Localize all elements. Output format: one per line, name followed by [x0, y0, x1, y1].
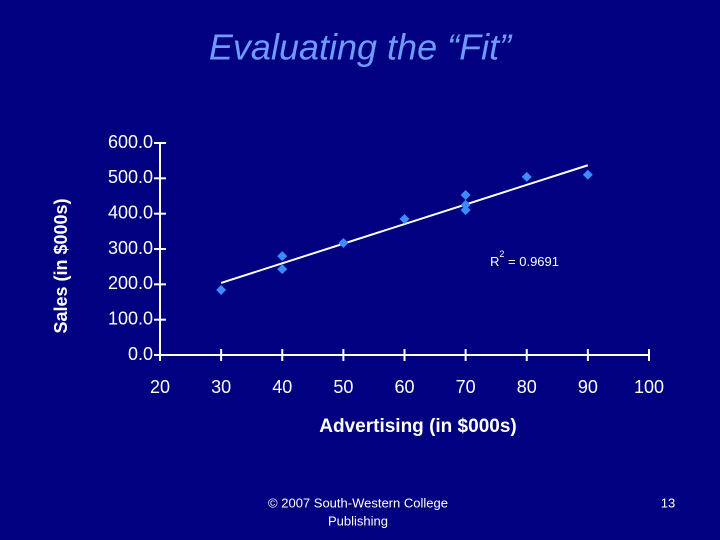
y-tick-label: 400.0 — [108, 202, 153, 222]
x-tick-label: 90 — [578, 377, 598, 397]
y-axis-label: Sales (in $000s) — [51, 198, 71, 333]
x-tick-label: 70 — [456, 377, 476, 397]
r-squared-value: = 0.9691 — [504, 254, 559, 269]
x-tick-label: 60 — [394, 377, 414, 397]
x-tick-label: 40 — [272, 377, 292, 397]
x-tick-label: 50 — [333, 377, 353, 397]
slide-title: Evaluating the “Fit” — [209, 27, 513, 68]
data-point — [277, 251, 288, 262]
y-tick-label: 200.0 — [108, 273, 153, 293]
data-point — [338, 237, 349, 248]
data-point — [399, 213, 410, 224]
r-squared-base: R — [490, 254, 499, 269]
x-tick-label: 30 — [211, 377, 231, 397]
r-squared-sup: 2 — [499, 249, 504, 259]
x-tick-label: 80 — [517, 377, 537, 397]
copyright: © 2007 South-Western College — [268, 495, 448, 510]
data-point — [277, 264, 288, 275]
y-tick-label: 0.0 — [128, 344, 153, 364]
page-number: 13 — [661, 495, 675, 510]
copyright: Publishing — [328, 513, 388, 528]
data-point — [216, 284, 227, 295]
x-axis-label: Advertising (in $000s) — [319, 416, 516, 437]
y-tick-label: 100.0 — [108, 308, 153, 328]
data-point — [460, 189, 471, 200]
data-point — [460, 205, 471, 216]
trendline — [220, 164, 589, 284]
y-tick-label: 500.0 — [108, 167, 153, 187]
y-tick-label: 300.0 — [108, 238, 153, 258]
data-point — [460, 199, 471, 210]
r-squared: R2 = 0.9691 — [490, 249, 559, 269]
data-point — [521, 171, 532, 182]
y-tick-label: 600.0 — [108, 132, 153, 152]
x-tick-label: 100 — [634, 377, 664, 397]
data-point — [582, 169, 593, 180]
x-tick-label: 20 — [150, 377, 170, 397]
